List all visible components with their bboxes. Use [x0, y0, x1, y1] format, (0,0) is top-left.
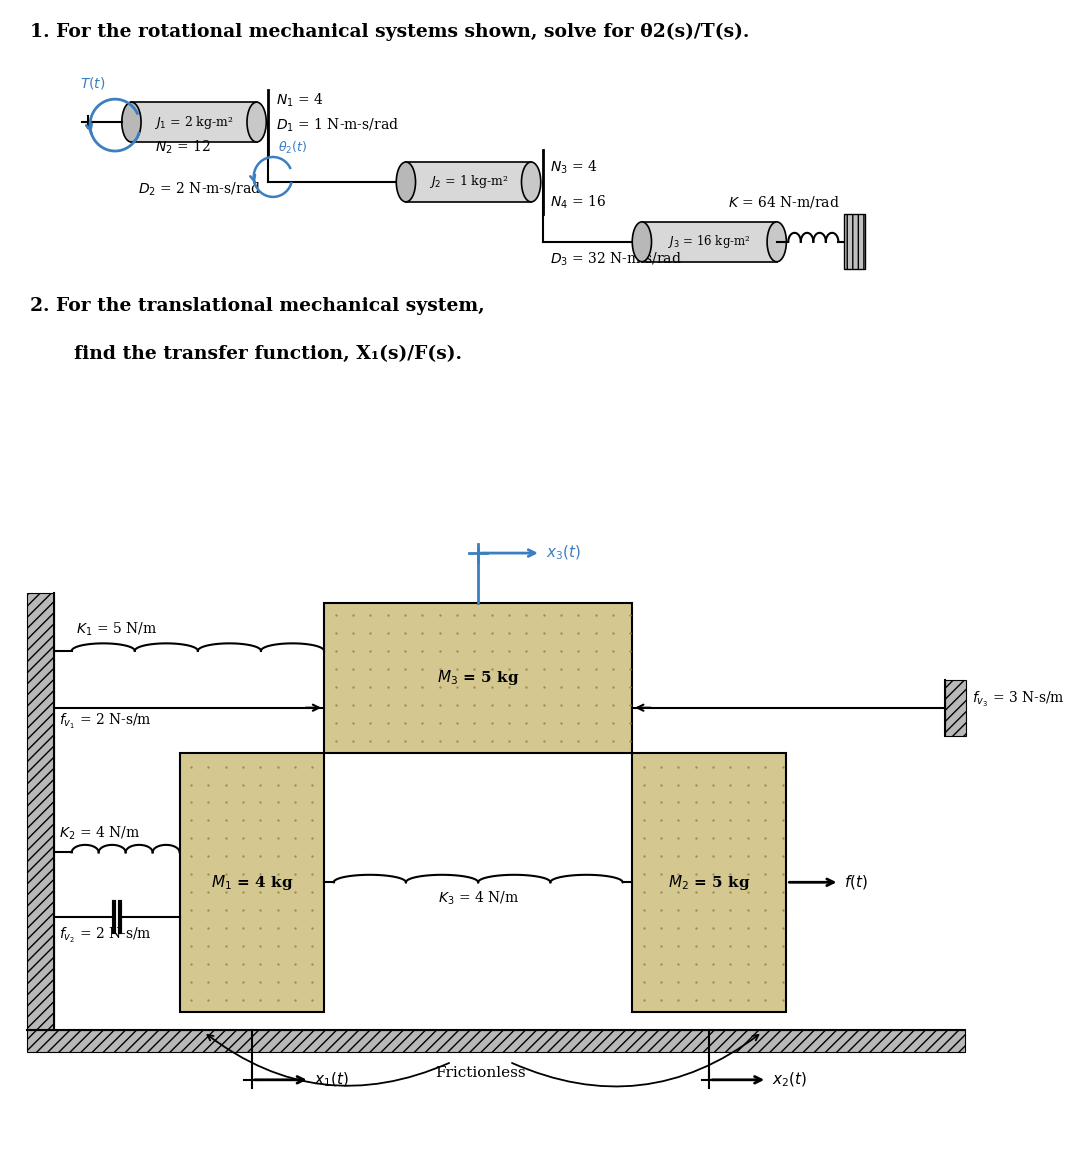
Ellipse shape [522, 162, 541, 202]
Text: $N_1$ = 4: $N_1$ = 4 [275, 91, 324, 108]
Text: $f(t)$: $f(t)$ [845, 873, 868, 891]
Ellipse shape [632, 222, 651, 262]
Text: $M_2$ = 5 kg: $M_2$ = 5 kg [669, 873, 751, 892]
Bar [642, 222, 777, 262]
Bar [845, 215, 865, 269]
Bar [324, 603, 632, 752]
Text: $D_3$ = 32 N-m-s/rad: $D_3$ = 32 N-m-s/rad [551, 251, 683, 268]
Text: $J_2$ = 1 kg-m²: $J_2$ = 1 kg-m² [429, 174, 509, 190]
Text: 1. For the rotational mechanical systems shown, solve for θ2(s)/T(s).: 1. For the rotational mechanical systems… [30, 22, 750, 41]
Bar [632, 752, 786, 1012]
Bar [132, 103, 257, 142]
Text: $M_3$ = 5 kg: $M_3$ = 5 kg [437, 668, 519, 687]
Bar [27, 593, 54, 1030]
Text: $f_{v_2}$ = 2 N-s/m: $f_{v_2}$ = 2 N-s/m [59, 926, 152, 946]
Text: $N_2$ = 12: $N_2$ = 12 [154, 139, 211, 156]
Text: $J_1$ = 2 kg-m²: $J_1$ = 2 kg-m² [154, 113, 234, 131]
Text: $K$ = 64 N-m/rad: $K$ = 64 N-m/rad [728, 195, 839, 210]
Bar [27, 1030, 964, 1052]
Text: $N_3$ = 4: $N_3$ = 4 [551, 159, 598, 176]
Text: $f_{v_3}$ = 3 N-s/m: $f_{v_3}$ = 3 N-s/m [972, 690, 1065, 709]
Text: $f_{v_1}$ = 2 N-s/m: $f_{v_1}$ = 2 N-s/m [59, 711, 152, 731]
Bar [179, 752, 324, 1012]
Ellipse shape [122, 103, 141, 142]
Text: $K_2$ = 4 N/m: $K_2$ = 4 N/m [59, 824, 140, 842]
Text: $T(t)$: $T(t)$ [80, 75, 106, 91]
Text: $J_3$ = 16 kg-m²: $J_3$ = 16 kg-m² [667, 233, 751, 251]
Text: $M_1$ = 4 kg: $M_1$ = 4 kg [211, 873, 293, 892]
Ellipse shape [396, 162, 416, 202]
Text: $D_1$ = 1 N-m-s/rad: $D_1$ = 1 N-m-s/rad [275, 117, 399, 134]
Bar [406, 162, 531, 202]
Text: $x_3(t)$: $x_3(t)$ [545, 543, 581, 562]
Text: $K_1$ = 5 N/m: $K_1$ = 5 N/m [76, 620, 157, 638]
Text: $x_1(t)$: $x_1(t)$ [314, 1070, 350, 1089]
Ellipse shape [767, 222, 786, 262]
Text: find the transfer function, X₁(s)/F(s).: find the transfer function, X₁(s)/F(s). [73, 345, 461, 363]
Ellipse shape [247, 103, 267, 142]
Bar [945, 680, 967, 736]
Text: $x_2(t)$: $x_2(t)$ [772, 1070, 807, 1089]
Text: Frictionless: Frictionless [435, 1066, 526, 1080]
Text: $D_2$ = 2 N-m-s/rad: $D_2$ = 2 N-m-s/rad [137, 181, 260, 198]
Text: 2. For the translational mechanical system,: 2. For the translational mechanical syst… [30, 296, 485, 315]
Text: $K_3$ = 4 N/m: $K_3$ = 4 N/m [437, 890, 518, 907]
Text: $\theta_2(t)$: $\theta_2(t)$ [278, 140, 307, 156]
Text: $N_4$ = 16: $N_4$ = 16 [551, 194, 607, 211]
